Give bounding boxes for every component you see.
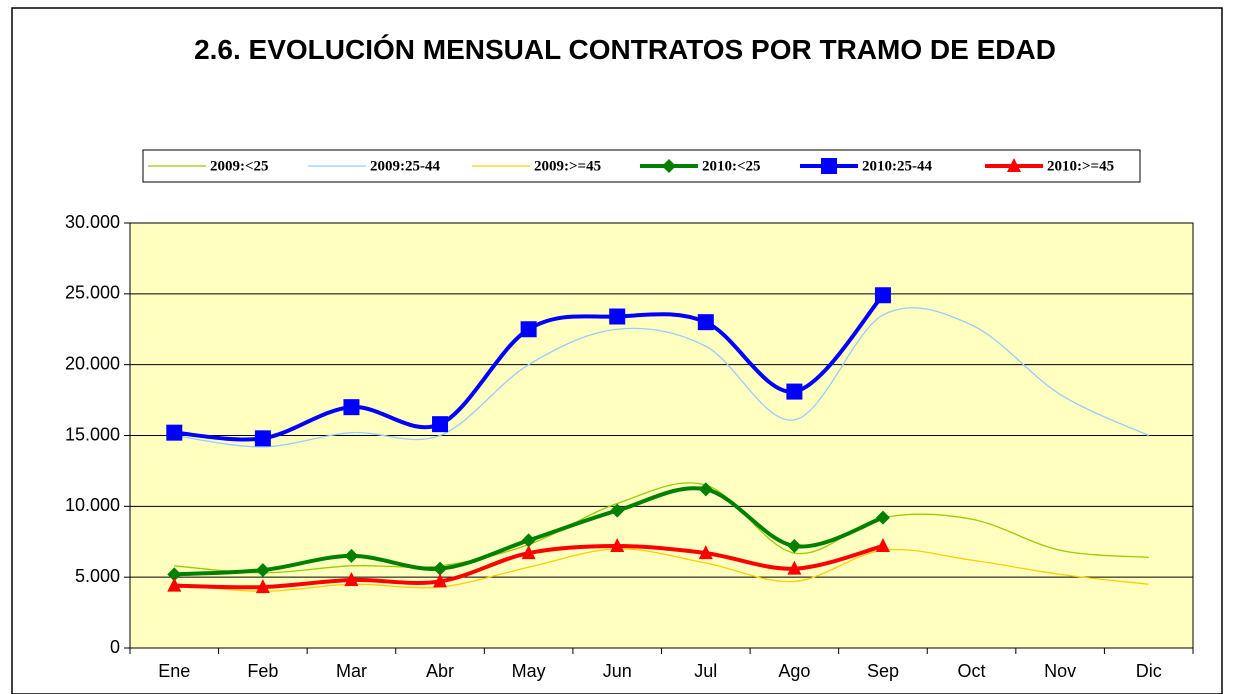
marker <box>787 560 802 575</box>
x-tick-label: Ago <box>778 661 810 681</box>
marker <box>609 308 626 325</box>
x-tick-label: Nov <box>1044 661 1076 681</box>
marker <box>344 548 359 563</box>
marker <box>433 573 448 588</box>
marker <box>167 577 182 592</box>
marker <box>698 545 713 560</box>
x-tick-label: Abr <box>426 661 454 681</box>
legend-label: 2009:<25 <box>210 158 269 174</box>
x-tick-label: Jun <box>603 661 632 681</box>
y-tick-label: 10.000 <box>65 495 120 515</box>
marker <box>167 567 182 582</box>
marker <box>821 158 837 174</box>
x-tick-label: Feb <box>247 661 278 681</box>
x-tick-label: Dic <box>1136 661 1162 681</box>
marker <box>166 424 183 441</box>
marker <box>875 538 890 552</box>
legend-label: 2010:<25 <box>702 158 761 174</box>
x-tick-label: Ene <box>158 661 190 681</box>
series-line <box>174 548 1149 592</box>
marker <box>255 563 270 578</box>
y-tick-label: 25.000 <box>65 283 120 303</box>
x-tick-label: Jul <box>694 661 717 681</box>
marker <box>787 539 802 553</box>
marker <box>697 314 714 331</box>
series-line <box>174 307 1149 448</box>
marker <box>255 579 270 594</box>
y-tick-label: 20.000 <box>65 353 120 373</box>
x-tick-label: Sep <box>867 661 899 681</box>
marker <box>610 503 625 518</box>
title-box: 2.6. EVOLUCIÓN MENSUAL CONTRATOS POR TRA… <box>194 34 1056 65</box>
marker <box>432 416 449 433</box>
marker <box>521 545 536 560</box>
x-tick-label: Mar <box>336 661 367 681</box>
marker <box>698 482 713 497</box>
marker <box>344 572 359 586</box>
marker <box>521 533 536 548</box>
y-tick-label: 15.000 <box>65 424 120 444</box>
legend-label: 2010:>=45 <box>1047 158 1114 174</box>
chart-title: 2.6. EVOLUCIÓN MENSUAL CONTRATOS POR TRA… <box>194 34 1056 65</box>
x-tick-label: May <box>512 661 546 681</box>
series-line <box>174 482 1149 574</box>
marker <box>874 287 891 304</box>
y-tick-label: 5.000 <box>75 566 120 586</box>
marker <box>520 321 537 338</box>
marker <box>433 561 448 576</box>
y-tick-label: 0 <box>110 637 120 657</box>
legend-label: 2009:>=45 <box>534 158 601 174</box>
legend-label: 2010:25-44 <box>862 158 932 174</box>
marker <box>610 538 625 552</box>
marker <box>875 510 890 525</box>
y-tick-label: 30.000 <box>65 212 120 232</box>
marker <box>662 159 676 173</box>
marker <box>786 383 803 400</box>
marker <box>1007 158 1021 172</box>
marker <box>254 430 271 447</box>
legend-label: 2009:25-44 <box>370 158 440 174</box>
marker <box>343 399 360 416</box>
x-tick-label: Oct <box>958 661 986 681</box>
